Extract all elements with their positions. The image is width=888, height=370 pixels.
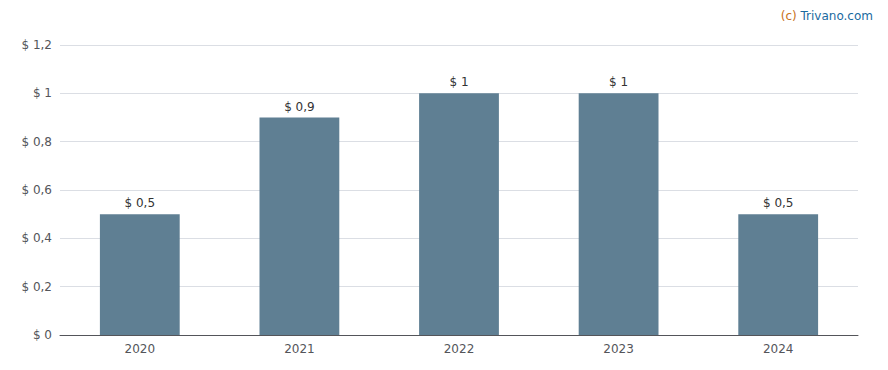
svg-text:$ 0: $ 0 <box>33 328 52 342</box>
svg-text:$ 0,4: $ 0,4 <box>21 231 52 245</box>
svg-text:$ 1: $ 1 <box>33 86 52 100</box>
svg-text:2020: 2020 <box>125 342 156 356</box>
svg-text:$ 1: $ 1 <box>609 75 628 89</box>
svg-text:(c): (c) <box>781 9 797 23</box>
svg-text:$ 0,6: $ 0,6 <box>21 183 52 197</box>
svg-text:2021: 2021 <box>284 342 315 356</box>
svg-text:$ 0,9: $ 0,9 <box>284 100 315 114</box>
svg-text:2023: 2023 <box>603 342 634 356</box>
svg-text:2022: 2022 <box>444 342 475 356</box>
svg-text:$ 0,2: $ 0,2 <box>21 280 52 294</box>
svg-text:$ 0,5: $ 0,5 <box>763 196 794 210</box>
svg-text:$ 0,8: $ 0,8 <box>21 135 52 149</box>
svg-text:$ 1,2: $ 1,2 <box>21 38 52 52</box>
svg-text:$ 0,5: $ 0,5 <box>125 196 156 210</box>
svg-text:2024: 2024 <box>763 342 794 356</box>
svg-text:Trivano.com: Trivano.com <box>800 9 873 23</box>
svg-text:$ 1: $ 1 <box>449 75 468 89</box>
